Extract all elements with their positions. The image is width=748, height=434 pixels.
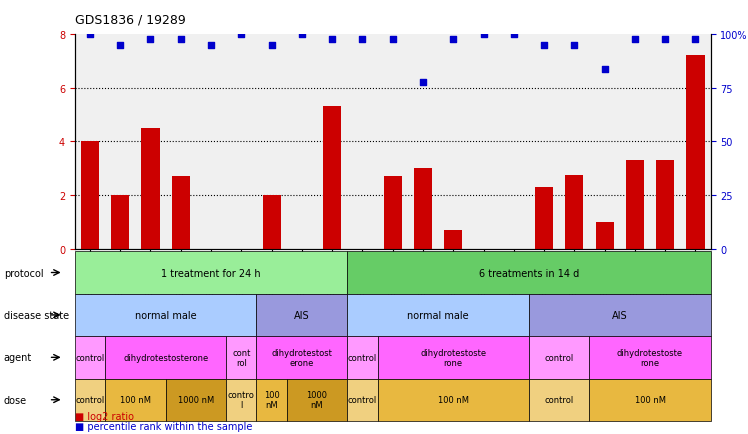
Text: 6 treatments in 14 d: 6 treatments in 14 d	[479, 268, 579, 278]
Bar	[81, 142, 99, 250]
Text: ■ log2 ratio: ■ log2 ratio	[75, 411, 134, 421]
Bar	[323, 107, 341, 250]
Bar	[263, 196, 280, 250]
Text: 100 nM: 100 nM	[438, 395, 469, 404]
Point	[144, 36, 156, 43]
Point	[175, 36, 187, 43]
Text: normal male: normal male	[135, 310, 197, 320]
Point	[568, 42, 580, 49]
Text: control: control	[76, 353, 105, 362]
Text: protocol: protocol	[4, 268, 43, 278]
Bar	[565, 176, 583, 250]
Bar	[384, 177, 402, 250]
Text: AIS: AIS	[612, 310, 628, 320]
Text: AIS: AIS	[294, 310, 310, 320]
Bar	[626, 161, 644, 250]
Text: 1000
nM: 1000 nM	[307, 390, 328, 410]
Bar	[535, 188, 554, 250]
Text: control: control	[545, 353, 574, 362]
Text: GDS1836 / 19289: GDS1836 / 19289	[75, 13, 186, 26]
Text: control: control	[545, 395, 574, 404]
Text: 1 treatment for 24 h: 1 treatment for 24 h	[162, 268, 261, 278]
Point	[477, 31, 489, 38]
Text: contro
l: contro l	[228, 390, 255, 410]
Point	[447, 36, 459, 43]
Point	[266, 42, 278, 49]
Text: control: control	[348, 395, 377, 404]
Text: 100
nM: 100 nM	[264, 390, 280, 410]
Text: normal male: normal male	[408, 310, 469, 320]
Bar	[687, 56, 705, 250]
Text: ■ percentile rank within the sample: ■ percentile rank within the sample	[75, 421, 252, 431]
Text: dose: dose	[4, 395, 27, 405]
Point	[690, 36, 702, 43]
Text: 100 nM: 100 nM	[634, 395, 666, 404]
Point	[629, 36, 641, 43]
Text: disease state: disease state	[4, 310, 69, 320]
Bar	[172, 177, 190, 250]
Text: dihydrotestosterone: dihydrotestosterone	[123, 353, 208, 362]
Point	[538, 42, 550, 49]
Point	[508, 31, 520, 38]
Bar	[111, 196, 129, 250]
Bar	[444, 231, 462, 250]
Point	[114, 42, 126, 49]
Text: dihydrotestoste
rone: dihydrotestoste rone	[420, 348, 486, 367]
Text: control: control	[76, 395, 105, 404]
Text: dihydrotestoste
rone: dihydrotestoste rone	[617, 348, 683, 367]
Text: 1000 nM: 1000 nM	[178, 395, 214, 404]
Point	[357, 36, 369, 43]
Point	[84, 31, 96, 38]
Bar	[141, 129, 159, 250]
Bar	[414, 169, 432, 250]
Point	[417, 79, 429, 86]
Point	[236, 31, 248, 38]
Text: control: control	[348, 353, 377, 362]
Point	[296, 31, 308, 38]
Point	[205, 42, 217, 49]
Text: dihydrotestost
erone: dihydrotestost erone	[272, 348, 332, 367]
Text: agent: agent	[4, 352, 32, 362]
Bar	[656, 161, 674, 250]
Text: 100 nM: 100 nM	[120, 395, 151, 404]
Point	[387, 36, 399, 43]
Bar	[595, 223, 613, 250]
Point	[326, 36, 338, 43]
Text: cont
rol: cont rol	[232, 348, 251, 367]
Point	[598, 66, 610, 73]
Point	[659, 36, 671, 43]
